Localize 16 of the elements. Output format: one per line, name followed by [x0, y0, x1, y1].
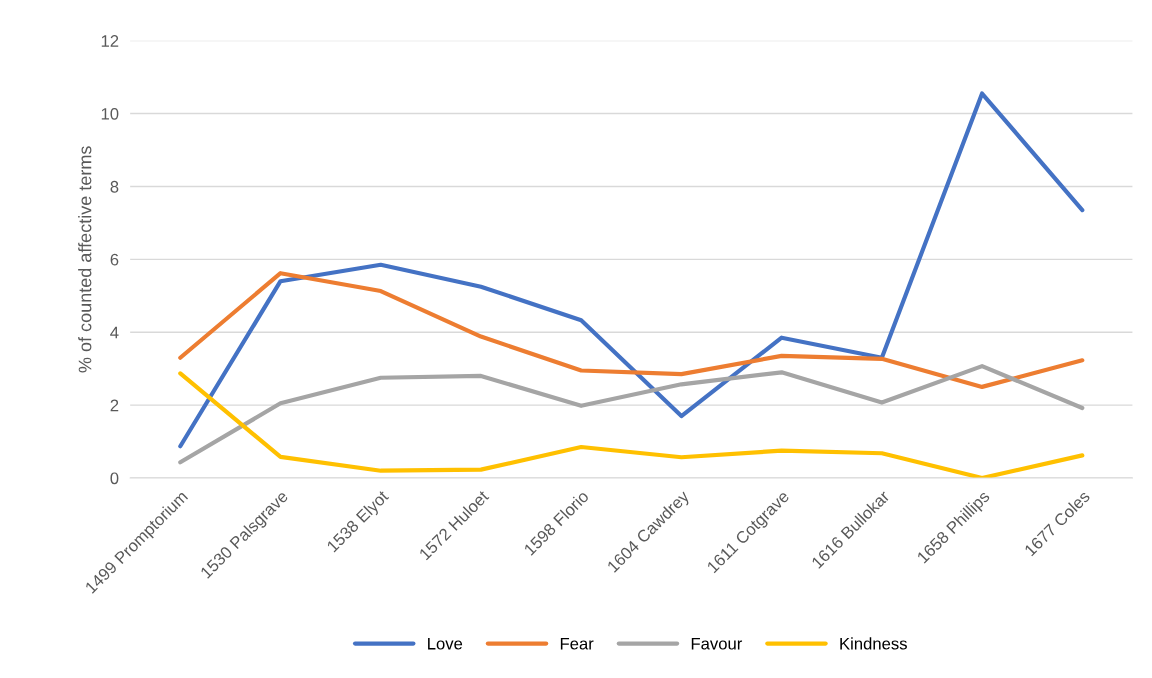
legend-label: Favour — [691, 637, 743, 650]
legend-label: Kindness — [840, 637, 907, 650]
legend-label: Love — [428, 637, 463, 650]
y-tick-label: 10 — [101, 107, 119, 120]
line-series — [178, 271, 1085, 389]
legend-label: Fear — [560, 637, 594, 650]
y-tick-label: 4 — [110, 326, 119, 339]
y-tick-label: 12 — [101, 35, 119, 47]
y-tick-label: 6 — [110, 253, 119, 266]
y-tick-label: 2 — [110, 399, 119, 412]
line-series — [178, 91, 1085, 449]
line-series — [178, 364, 1085, 465]
line-series — [178, 371, 1085, 478]
y-axis-title: % of counted affective terms — [78, 146, 92, 373]
y-tick-label: 0 — [110, 472, 119, 485]
y-tick-label: 8 — [110, 180, 119, 193]
